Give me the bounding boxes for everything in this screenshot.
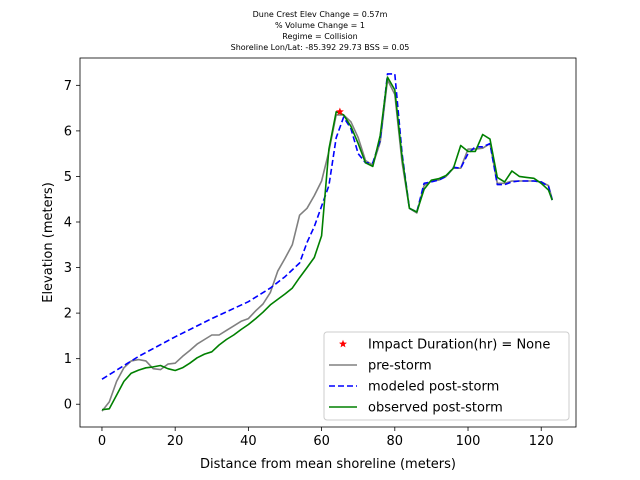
legend-entry-label: pre-storm <box>368 359 432 374</box>
legend-marker-star <box>339 339 347 348</box>
series-line-observed-post-storm <box>101 76 553 411</box>
x-tick-label: 120 <box>529 434 554 449</box>
legend-entry-label: Impact Duration(hr) = None <box>368 338 550 353</box>
x-tick-label: 60 <box>313 434 330 449</box>
legend-entry-label: observed post-storm <box>368 401 503 416</box>
x-tick-label: 0 <box>98 434 106 449</box>
legend-entry-label: modeled post-storm <box>368 380 499 395</box>
y-tick-label: 4 <box>64 216 72 231</box>
y-tick-label: 6 <box>64 124 72 139</box>
y-tick-label: 7 <box>64 79 72 94</box>
x-tick-label: 80 <box>387 434 404 449</box>
x-tick-label: 40 <box>240 434 257 449</box>
y-tick-label: 0 <box>64 398 72 413</box>
legend: Impact Duration(hr) = None pre-storm model… <box>323 331 570 421</box>
chart-title-line: % Volume Change = 1 <box>275 21 365 30</box>
x-axis-label: Distance from mean shoreline (meters) <box>200 457 456 472</box>
chart-title-line: Regime = Collision <box>282 32 357 41</box>
legend-box <box>323 331 570 421</box>
y-tick-label: 2 <box>64 307 72 322</box>
y-tick-label: 3 <box>64 261 72 276</box>
series-lines <box>101 73 553 412</box>
plot-frame <box>79 57 577 428</box>
y-axis-label: Elevation (meters) <box>41 182 56 303</box>
x-tick-label: 100 <box>456 434 481 449</box>
chart-title-line: Dune Crest Elev Change = 0.57m <box>253 10 388 19</box>
y-axis: 0 1 2 3 4 5 6 7 <box>64 79 80 413</box>
y-tick-label: 1 <box>64 352 72 367</box>
y-tick-label: 5 <box>64 170 72 185</box>
x-axis: 0 20 40 60 80 100 120 <box>98 427 554 449</box>
impact-marker <box>335 107 344 116</box>
chart-title: Dune Crest Elev Change = 0.57m % Volume C… <box>231 10 410 52</box>
star-marker-point <box>335 107 344 116</box>
x-tick-label: 20 <box>167 434 184 449</box>
chart-title-line: Shoreline Lon/Lat: -85.392 29.73 BSS = 0… <box>231 43 410 52</box>
series-line-modeled-post-storm <box>101 73 553 380</box>
